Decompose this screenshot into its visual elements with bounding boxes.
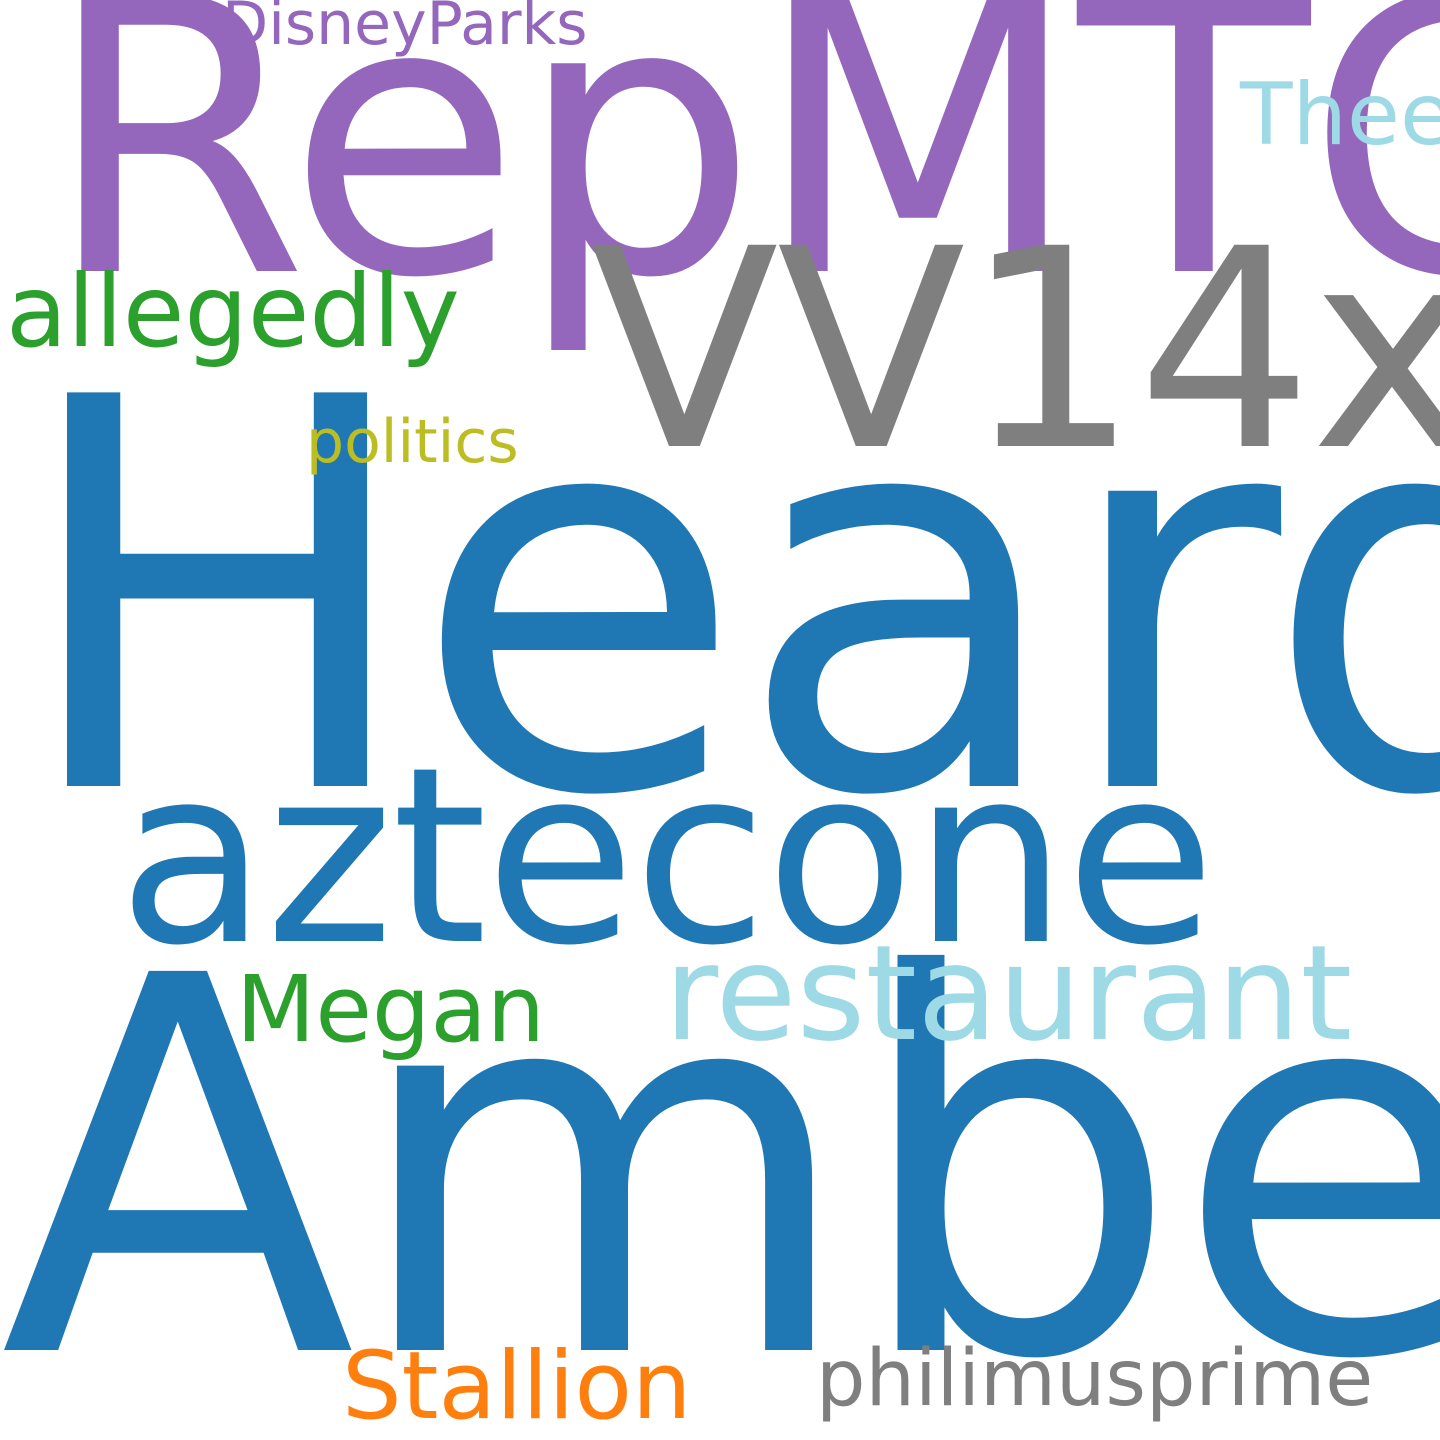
word-politics: politics [306,407,519,477]
word-stallion: Stallion [342,1332,692,1440]
word-allegedly: allegedly [6,253,460,370]
word-heard: Heard [14,286,1440,914]
word-philimusprime: philimusprime [816,1334,1374,1424]
word-restaurant: restaurant [664,917,1353,1071]
word-vv14x: VV14x [590,191,1440,512]
word-disneyparks: DisneyParks [222,0,588,59]
word-megan: Megan [236,956,546,1063]
word-thee: Thee [1240,65,1440,165]
word-repmtg: RepMTG [44,0,1440,361]
word-aztecone: aztecone [118,715,1216,999]
word-amber: Amber [0,867,1440,1440]
